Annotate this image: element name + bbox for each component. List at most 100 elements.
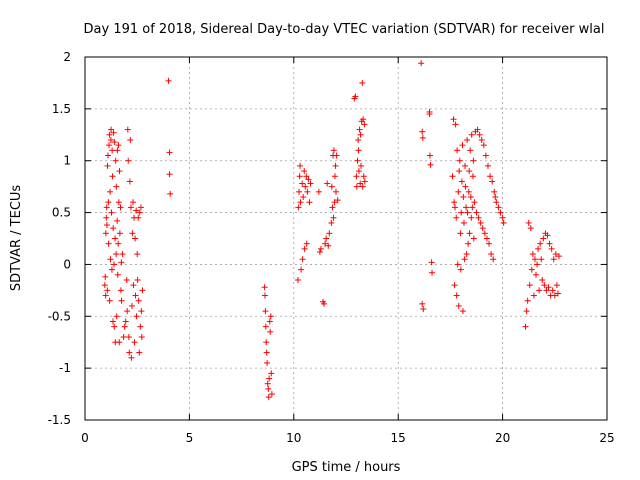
data-point	[115, 199, 122, 206]
data-point	[303, 173, 310, 180]
data-point	[479, 225, 486, 232]
data-point	[115, 142, 122, 149]
data-point	[530, 292, 537, 299]
data-point	[262, 308, 269, 315]
data-point	[463, 204, 470, 211]
data-point	[106, 131, 113, 138]
x-tick-label: 15	[391, 431, 406, 445]
data-point	[497, 209, 504, 216]
data-point	[306, 199, 313, 206]
data-point	[127, 204, 134, 211]
data-point	[130, 199, 137, 206]
data-point	[452, 121, 459, 128]
data-point	[488, 251, 495, 258]
y-axis-label: SDTVAR / TECUs	[9, 185, 24, 292]
data-point	[462, 183, 469, 190]
data-point	[454, 147, 461, 154]
data-point	[110, 129, 117, 136]
data-point	[462, 162, 469, 169]
data-point	[539, 276, 546, 283]
data-point	[113, 313, 120, 320]
data-point	[103, 222, 110, 229]
data-point	[478, 136, 485, 143]
data-point	[103, 204, 110, 211]
data-point	[266, 375, 273, 382]
data-point	[304, 188, 311, 195]
data-point	[265, 385, 272, 392]
data-point	[324, 180, 331, 187]
data-point	[538, 256, 545, 263]
data-point	[355, 168, 362, 175]
data-point	[490, 256, 497, 263]
data-point	[131, 339, 138, 346]
data-point	[116, 339, 123, 346]
data-point	[357, 131, 364, 138]
data-point	[356, 126, 363, 133]
data-point	[484, 162, 491, 169]
data-point	[428, 259, 435, 266]
data-point	[554, 290, 561, 297]
data-point	[429, 269, 436, 276]
data-point	[420, 306, 427, 313]
data-point	[138, 334, 145, 341]
data-point	[137, 204, 144, 211]
data-point	[268, 391, 275, 398]
y-tick-label: 1.5	[52, 102, 71, 116]
data-point	[464, 209, 471, 216]
data-point	[451, 204, 458, 211]
data-point	[360, 116, 367, 123]
data-point	[476, 131, 483, 138]
plot-frame	[84, 56, 608, 421]
data-point	[137, 323, 144, 330]
data-point	[465, 240, 472, 247]
data-point	[122, 318, 129, 325]
data-point	[352, 93, 359, 100]
data-point	[526, 282, 533, 289]
data-point	[500, 219, 507, 226]
grid	[85, 57, 607, 420]
data-point	[451, 282, 458, 289]
x-tick-label: 0	[81, 431, 89, 445]
data-point	[302, 183, 309, 190]
data-point	[330, 147, 337, 154]
data-point	[482, 152, 489, 159]
data-point	[456, 168, 463, 175]
data-point	[104, 162, 111, 169]
data-point	[325, 242, 332, 249]
data-point	[113, 251, 120, 258]
data-point	[123, 276, 130, 283]
data-point	[454, 261, 461, 268]
data-point	[453, 292, 460, 299]
data-point	[477, 219, 484, 226]
data-point	[300, 194, 307, 201]
data-point	[110, 225, 117, 232]
data-point	[109, 318, 116, 325]
data-point	[138, 308, 145, 315]
data-point	[457, 230, 464, 237]
data-point	[358, 162, 365, 169]
data-point	[470, 157, 477, 164]
data-point	[126, 349, 133, 356]
data-point	[126, 178, 133, 185]
data-point	[465, 188, 472, 195]
data-points	[101, 60, 562, 401]
data-point	[109, 173, 116, 180]
data-point	[294, 276, 301, 283]
data-point	[468, 131, 475, 138]
data-point	[426, 111, 433, 118]
y-tick-label: 2	[63, 50, 71, 64]
data-point	[353, 183, 360, 190]
data-point	[464, 136, 471, 143]
data-point	[458, 178, 465, 185]
data-point	[529, 251, 536, 258]
data-point	[124, 308, 131, 315]
data-point	[117, 287, 124, 294]
data-point	[165, 77, 172, 84]
data-point	[266, 318, 273, 325]
data-point	[545, 284, 552, 291]
data-point	[354, 157, 361, 164]
data-point	[106, 297, 113, 304]
data-point	[316, 248, 323, 255]
data-point	[167, 190, 174, 197]
data-point	[105, 240, 112, 247]
